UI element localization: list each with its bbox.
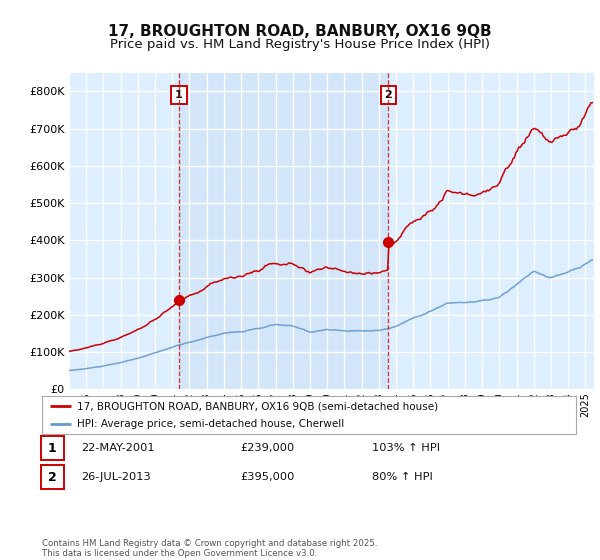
Text: 22-MAY-2001: 22-MAY-2001 — [81, 443, 155, 453]
Text: 1: 1 — [48, 441, 56, 455]
Text: 17, BROUGHTON ROAD, BANBURY, OX16 9QB (semi-detached house): 17, BROUGHTON ROAD, BANBURY, OX16 9QB (s… — [77, 401, 438, 411]
Text: 1: 1 — [175, 90, 183, 100]
Text: 80% ↑ HPI: 80% ↑ HPI — [372, 472, 433, 482]
Text: 103% ↑ HPI: 103% ↑ HPI — [372, 443, 440, 453]
Bar — [179, 73, 388, 389]
Text: 2: 2 — [385, 90, 392, 100]
Text: £239,000: £239,000 — [240, 443, 294, 453]
Text: Contains HM Land Registry data © Crown copyright and database right 2025.
This d: Contains HM Land Registry data © Crown c… — [42, 539, 377, 558]
Text: 2: 2 — [48, 470, 56, 484]
Text: HPI: Average price, semi-detached house, Cherwell: HPI: Average price, semi-detached house,… — [77, 419, 344, 429]
Text: 17, BROUGHTON ROAD, BANBURY, OX16 9QB: 17, BROUGHTON ROAD, BANBURY, OX16 9QB — [108, 24, 492, 39]
Text: £395,000: £395,000 — [240, 472, 295, 482]
Text: Price paid vs. HM Land Registry's House Price Index (HPI): Price paid vs. HM Land Registry's House … — [110, 38, 490, 50]
Text: 26-JUL-2013: 26-JUL-2013 — [81, 472, 151, 482]
